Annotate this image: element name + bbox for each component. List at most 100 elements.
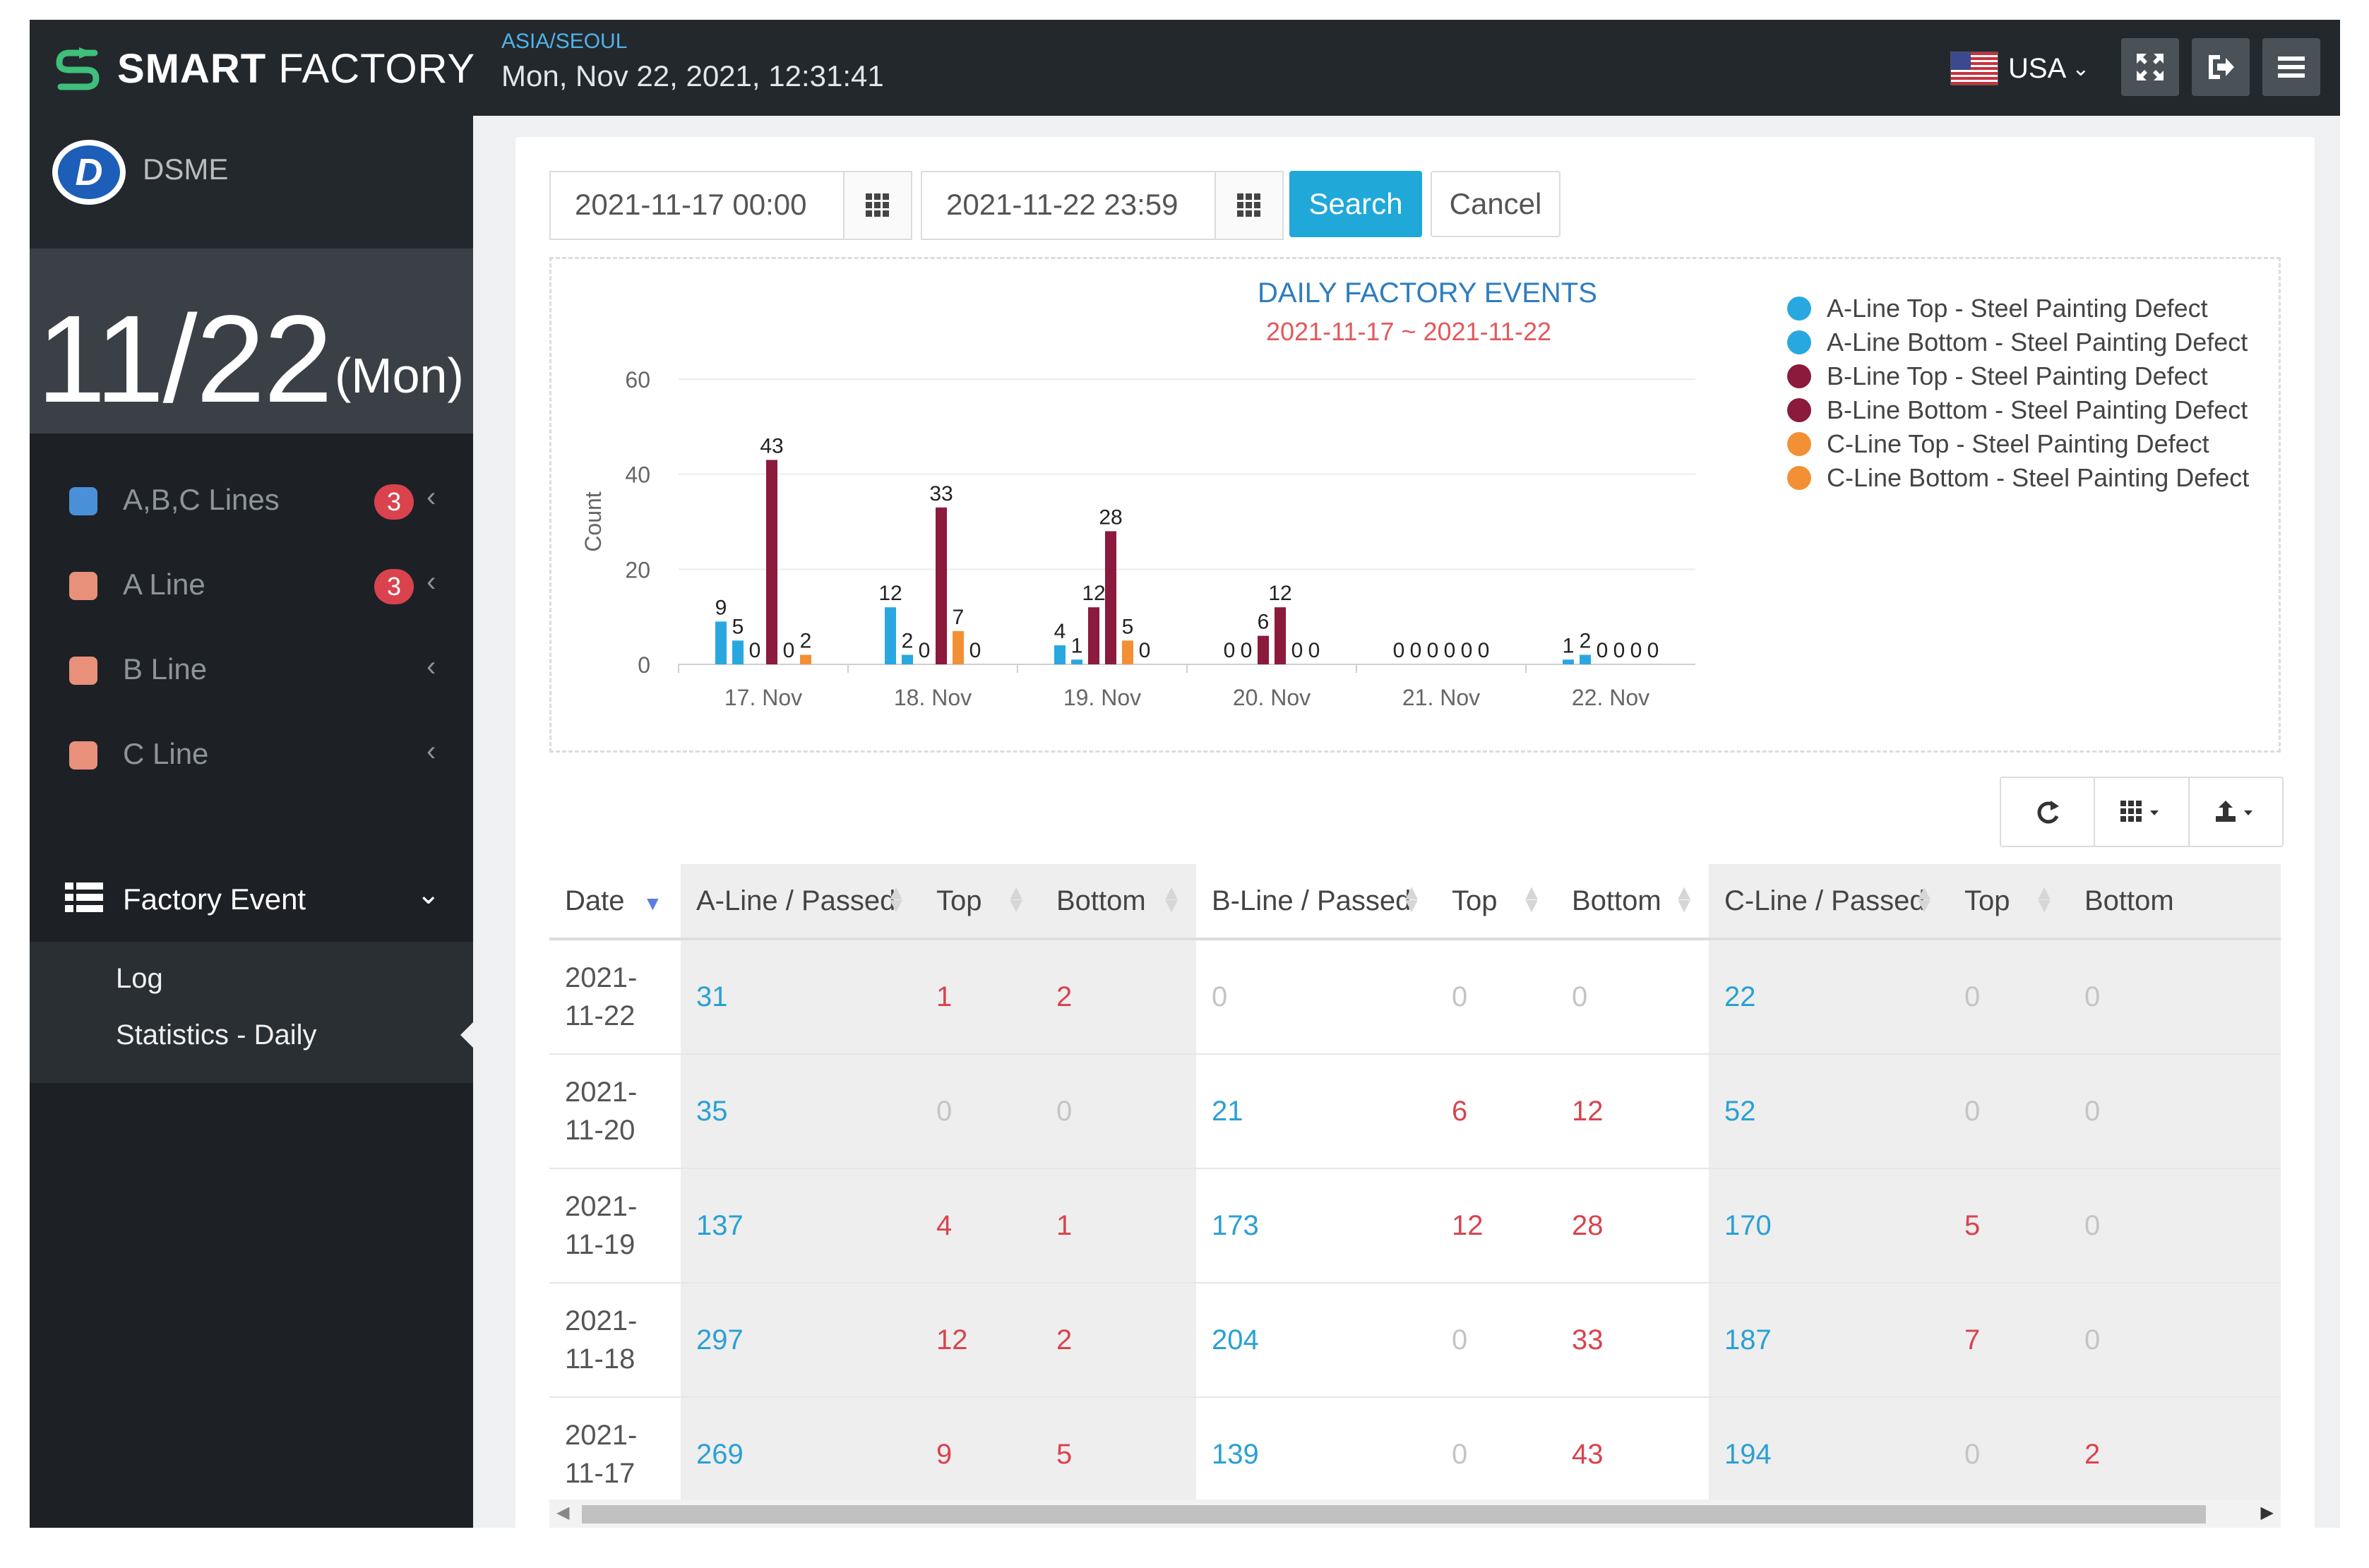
column-header-date[interactable]: Date ▼	[549, 864, 681, 940]
data-label: 5	[1122, 615, 1134, 638]
sidebar: D DSME 11/22 (Mon) A,B,C Lines 3 ‹ A Lin…	[30, 116, 473, 1528]
column-header-c-line-passed[interactable]: C-Line / Passed ▲ ▼	[1709, 864, 1949, 940]
data-label: 12	[878, 582, 902, 605]
calendar-button[interactable]	[1215, 172, 1282, 239]
horizontal-scrollbar[interactable]: ◀ ▶	[549, 1500, 2281, 1528]
table-row[interactable]: 2021- 11-20 35 0 0 21 6 12 52 0 0	[549, 1054, 2281, 1169]
sort-icon: ▲ ▼	[885, 881, 907, 917]
table-cell[interactable]: 297	[681, 1283, 921, 1398]
bar	[885, 607, 896, 664]
nav-item-c-line[interactable]: C Line ‹	[30, 716, 473, 794]
table-row[interactable]: 2021- 11-22 31 1 2 0 0 0 22 0 0	[549, 939, 2281, 1055]
table-cell: 0	[2069, 1168, 2281, 1283]
data-label: 4	[1054, 620, 1066, 643]
us-flag-icon	[1950, 52, 1998, 85]
fullscreen-button[interactable]	[2121, 38, 2179, 96]
data-label: 0	[1478, 639, 1490, 662]
table-cell[interactable]: 35	[681, 1054, 921, 1169]
legend-item[interactable]: A-Line Bottom - Steel Painting Defect	[1787, 325, 2249, 359]
table-cell[interactable]: 52	[1709, 1054, 1949, 1169]
data-label: 9	[715, 596, 727, 619]
current-datetime: Mon, Nov 22, 2021, 12:31:41	[501, 59, 884, 92]
bar	[732, 640, 744, 664]
cancel-button[interactable]: Cancel	[1431, 171, 1561, 237]
square-icon	[69, 572, 97, 600]
legend-item[interactable]: C-Line Top - Steel Painting Defect	[1787, 427, 2249, 461]
refresh-button[interactable]	[2001, 778, 2096, 846]
brand-logo-icon	[56, 47, 100, 90]
column-header-c-top[interactable]: Top ▲ ▼	[1949, 864, 2069, 940]
table-cell: 1	[921, 939, 1041, 1055]
column-header-a-bottom[interactable]: Bottom ▲ ▼	[1041, 864, 1196, 940]
export-button[interactable]	[2190, 778, 2282, 846]
table-row[interactable]: 2021- 11-17 269 9 5 139 0 43 194 0 2	[549, 1397, 2281, 1500]
chevron-left-icon: ‹	[426, 736, 436, 767]
data-label: 0	[1291, 639, 1303, 662]
search-button[interactable]: Search	[1289, 171, 1422, 237]
table-cell[interactable]: 187	[1709, 1283, 1949, 1398]
org-header: D DSME	[30, 116, 473, 249]
legend-label: C-Line Bottom - Steel Painting Defect	[1827, 463, 2250, 492]
brand[interactable]: SMART FACTORY	[51, 37, 475, 100]
submenu-item-statistics-daily[interactable]: Statistics - Daily	[116, 1019, 317, 1051]
x-tick-label: 18. Nov	[894, 685, 972, 710]
table-cell[interactable]: 204	[1196, 1283, 1436, 1398]
table-cell: 5	[1949, 1168, 2069, 1283]
table-cell[interactable]: 170	[1709, 1168, 1949, 1283]
scrollbar-thumb[interactable]	[582, 1505, 2206, 1524]
locale-selector[interactable]: USA ⌄	[1950, 44, 2089, 93]
data-label: 1	[1071, 634, 1083, 657]
sort-icon: ▲ ▼	[1914, 881, 1935, 917]
table-cell[interactable]: 21	[1196, 1054, 1436, 1169]
calendar-button[interactable]	[843, 172, 911, 239]
table-cell[interactable]: 31	[681, 939, 921, 1055]
start-date-field[interactable]: 2021-11-17 00:00	[549, 171, 912, 240]
columns-button[interactable]	[2095, 778, 2190, 846]
chart-container: DAILY FACTORY EVENTS 2021-11-17 ~ 2021-1…	[549, 257, 2281, 753]
column-header-b-top[interactable]: Top ▲ ▼	[1436, 864, 1556, 940]
table-cell[interactable]: 0	[1196, 939, 1436, 1055]
scroll-left-icon[interactable]: ◀	[556, 1503, 570, 1522]
legend-item[interactable]: B-Line Bottom - Steel Painting Defect	[1787, 393, 2249, 427]
column-header-a-top[interactable]: Top ▲ ▼	[921, 864, 1041, 940]
table-cell[interactable]: 269	[681, 1397, 921, 1500]
nav-item-factory-event[interactable]: Factory Event ⌄	[30, 857, 473, 942]
bar	[766, 460, 777, 664]
y-tick-label: 40	[625, 462, 650, 488]
scroll-right-icon[interactable]: ▶	[2260, 1503, 2274, 1522]
nav-item-b-line[interactable]: B Line ‹	[30, 631, 473, 709]
legend-item[interactable]: B-Line Top - Steel Painting Defect	[1787, 359, 2249, 393]
end-date-field[interactable]: 2021-11-22 23:59	[921, 171, 1284, 240]
square-icon	[69, 657, 97, 685]
table-row[interactable]: 2021- 11-18 297 12 2 204 0 33 187 7 0	[549, 1283, 2281, 1398]
table-cell[interactable]: 139	[1196, 1397, 1436, 1500]
brand-name-light: FACTORY	[278, 45, 476, 92]
column-header-b-line-passed[interactable]: B-Line / Passed ▲ ▼	[1196, 864, 1436, 940]
table-cell[interactable]: 137	[681, 1168, 921, 1283]
y-tick-label: 20	[625, 557, 650, 582]
data-label: 0	[1241, 639, 1253, 662]
legend-item[interactable]: A-Line Top - Steel Painting Defect	[1787, 292, 2249, 325]
table-cell[interactable]: 194	[1709, 1397, 1949, 1500]
sort-icon: ▲ ▼	[1006, 881, 1027, 917]
table-cell: 5	[1041, 1397, 1196, 1500]
menu-button[interactable]	[2262, 38, 2320, 96]
table-cell: 0	[2069, 1283, 2281, 1398]
column-header-a-line-passed[interactable]: A-Line / Passed ▲ ▼	[681, 864, 921, 940]
column-header-c-bottom[interactable]: Bottom	[2069, 864, 2281, 940]
nav-item-abc-lines[interactable]: A,B,C Lines 3 ‹	[30, 462, 473, 539]
logout-button[interactable]	[2192, 38, 2250, 96]
bar	[1122, 640, 1133, 664]
table-cell: 0	[1041, 1054, 1196, 1169]
table-cell[interactable]: 173	[1196, 1168, 1436, 1283]
submenu-item-log[interactable]: Log	[116, 963, 163, 994]
legend-item[interactable]: C-Line Bottom - Steel Painting Defect	[1787, 461, 2249, 495]
chevron-left-icon: ‹	[426, 651, 436, 682]
legend-label: C-Line Top - Steel Painting Defect	[1827, 429, 2209, 458]
nav-item-a-line[interactable]: A Line 3 ‹	[30, 546, 473, 624]
column-header-b-bottom[interactable]: Bottom ▲ ▼	[1556, 864, 1709, 940]
table-cell: 2	[2069, 1397, 2281, 1500]
date-cell: 2021- 11-18	[549, 1283, 681, 1398]
table-cell[interactable]: 22	[1709, 939, 1949, 1055]
table-row[interactable]: 2021- 11-19 137 4 1 173 12 28 170 5 0	[549, 1168, 2281, 1283]
